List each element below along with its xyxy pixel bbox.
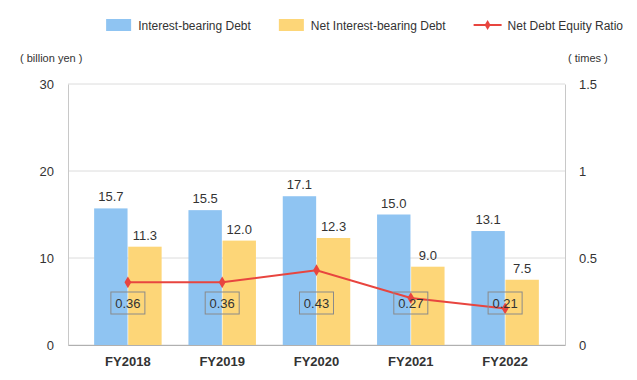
tick: 1 xyxy=(565,164,586,179)
grid-line xyxy=(68,171,565,172)
y-axis-title: ( billion yen ) xyxy=(20,52,82,64)
axis-line xyxy=(565,85,566,346)
data-label-box: 0.36 xyxy=(111,292,145,314)
legend-swatch xyxy=(279,19,304,31)
label-frame xyxy=(205,292,239,314)
y-axis: 0 10 20 30 xyxy=(40,77,69,353)
marker xyxy=(219,276,226,288)
tick-label: 0 xyxy=(47,338,54,353)
data-label: 0.27 xyxy=(398,296,423,311)
legend-label: Interest-bearing Debt xyxy=(138,19,251,33)
tick: 0 xyxy=(565,338,586,353)
bar xyxy=(94,208,127,345)
tick: 10 xyxy=(40,251,68,266)
tick-label: 0 xyxy=(579,338,586,353)
chart: 010203000.511.5FY2018FY2019FY2020FY2021F… xyxy=(0,0,637,380)
label-frame xyxy=(394,292,428,314)
tick-label: 1.5 xyxy=(579,77,597,92)
tick-label: FY2018 xyxy=(105,354,151,369)
data-label: 15.0 xyxy=(381,196,406,211)
grid xyxy=(68,84,565,345)
data-label: 15.5 xyxy=(192,191,217,206)
data-label-box: 0.36 xyxy=(205,292,239,314)
grid-line xyxy=(68,84,565,85)
legend-swatch xyxy=(106,19,131,31)
label-frame xyxy=(300,292,334,314)
tick: FY2021 xyxy=(388,345,434,369)
data-label-box: 0.27 xyxy=(394,292,428,314)
tick-label: FY2022 xyxy=(482,354,528,369)
label-frame xyxy=(111,292,145,314)
data-label: 12.3 xyxy=(321,219,346,234)
marker xyxy=(313,264,320,276)
data-label: 12.0 xyxy=(227,222,252,237)
tick: 0 xyxy=(47,338,68,353)
tick: 30 xyxy=(40,77,68,92)
tick: FY2019 xyxy=(199,345,245,369)
legend-label: Net Debt Equity Ratio xyxy=(508,19,624,33)
marker xyxy=(124,276,131,288)
data-label: 13.1 xyxy=(475,212,500,227)
legend-item: Net Interest-bearing Debt xyxy=(279,19,446,33)
data-label: 0.43 xyxy=(304,296,329,311)
data-label: 0.36 xyxy=(210,296,235,311)
tick: FY2020 xyxy=(294,345,340,369)
tick: FY2018 xyxy=(105,345,151,369)
data-labels: 15.7 15.5 17.1 15.0 13.1 11.3 12.0 12.3 9.0 7.5 0.… xyxy=(98,177,531,314)
legend: Interest-bearing Debt Net Interest-bearin… xyxy=(106,19,623,33)
tick-label: 0.5 xyxy=(579,251,597,266)
data-label: 0.21 xyxy=(492,296,517,311)
plot-area xyxy=(94,196,539,345)
data-label-box: 0.43 xyxy=(300,292,334,314)
tick-label: 30 xyxy=(40,77,54,92)
data-label: 17.1 xyxy=(287,177,312,192)
legend-label: Net Interest-bearing Debt xyxy=(311,19,446,33)
tick: 1.5 xyxy=(565,77,597,92)
legend-item: Net Debt Equity Ratio xyxy=(474,19,624,33)
legend-item: Interest-bearing Debt xyxy=(106,19,251,33)
legend-marker xyxy=(485,20,491,30)
tick-label: 1 xyxy=(579,164,586,179)
bar xyxy=(377,215,410,346)
bar xyxy=(317,238,350,345)
axis-line xyxy=(69,345,566,346)
axis-line xyxy=(68,85,69,346)
label-frame xyxy=(488,292,522,314)
tick: 20 xyxy=(40,164,68,179)
data-label: 0.36 xyxy=(115,296,140,311)
tick: 0.5 xyxy=(565,251,597,266)
y2-axis-title: ( times ) xyxy=(568,52,608,64)
tick-label: FY2021 xyxy=(388,354,434,369)
bar xyxy=(471,231,504,345)
tick-label: 10 xyxy=(40,251,54,266)
data-label-box: 0.21 xyxy=(488,292,522,314)
y2-axis: 0 0.5 1 1.5 xyxy=(565,77,597,353)
data-label: 11.3 xyxy=(133,228,157,243)
tick-label: FY2020 xyxy=(294,354,340,369)
data-label: 15.7 xyxy=(98,189,123,204)
data-label: 9.0 xyxy=(419,248,437,263)
tick-label: FY2019 xyxy=(199,354,245,369)
x-axis: FY2018 FY2019 FY2020 FY2021 FY2022 xyxy=(69,345,566,369)
tick: FY2022 xyxy=(482,345,528,369)
bar xyxy=(188,210,221,345)
tick-label: 20 xyxy=(40,164,54,179)
data-label: 7.5 xyxy=(513,261,531,276)
